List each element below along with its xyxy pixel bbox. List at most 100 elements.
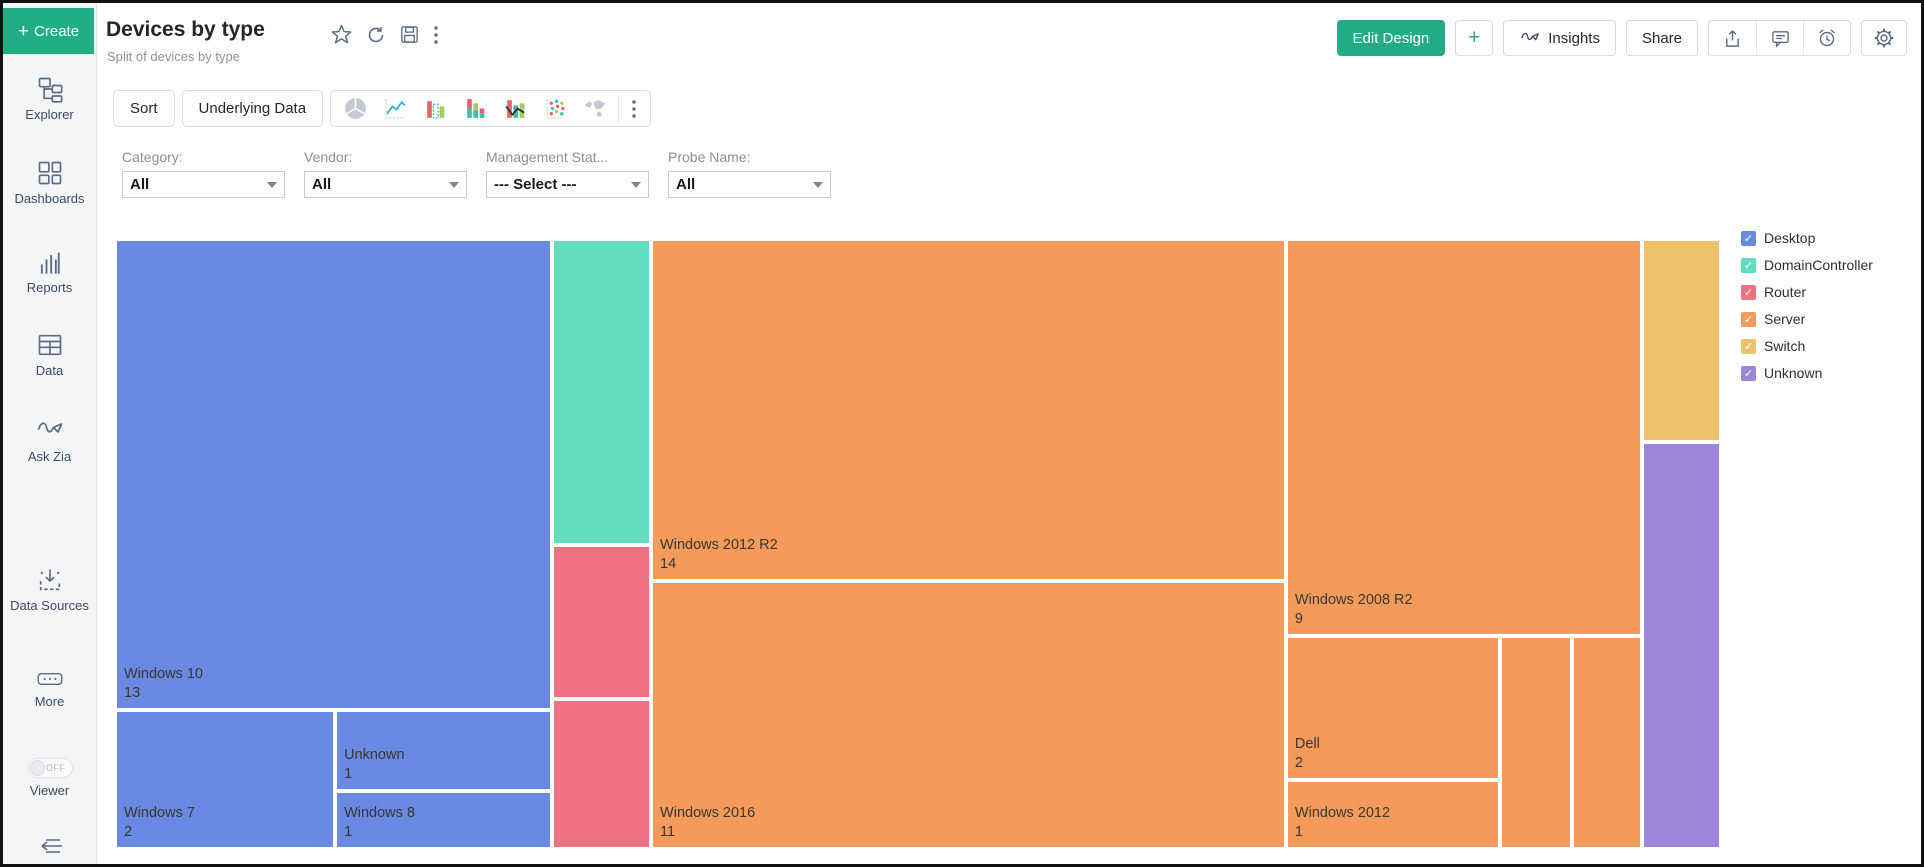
reports-icon xyxy=(40,252,60,274)
legend-label: Router xyxy=(1764,284,1807,300)
sort-button[interactable]: Sort xyxy=(113,90,175,127)
legend-item-domaincontroller[interactable]: ✓ DomainController xyxy=(1741,257,1873,273)
treemap-cell-unknown[interactable]: Unknown 1 xyxy=(336,711,551,790)
dashboards-icon xyxy=(38,161,61,185)
filter-label: Probe Name: xyxy=(668,149,751,165)
treemap-cell-server[interactable] xyxy=(1501,637,1571,848)
title-actions xyxy=(331,24,439,45)
treemap-cell-windows-2016[interactable]: Windows 2016 11 xyxy=(652,582,1285,848)
toggle-state-label: OFF xyxy=(46,763,66,773)
comment-icon[interactable] xyxy=(1756,21,1803,55)
chevron-down-icon xyxy=(813,181,823,188)
treemap-cell-switch[interactable] xyxy=(1643,240,1720,441)
vendor-select[interactable]: All xyxy=(304,171,467,198)
export-icon[interactable] xyxy=(1709,21,1756,55)
treemap-cell-domaincontroller[interactable] xyxy=(552,240,650,544)
data-icon xyxy=(38,334,61,356)
legend-checkbox: ✓ xyxy=(1741,284,1756,300)
plus-icon: + xyxy=(17,20,30,42)
create-label: Create xyxy=(34,22,80,40)
treemap-cell-router[interactable] xyxy=(552,700,650,848)
zia-icon xyxy=(1521,32,1540,41)
scatter-chart-icon[interactable] xyxy=(535,92,575,125)
probe-name-select[interactable]: All xyxy=(668,171,831,198)
legend-label: Desktop xyxy=(1764,230,1816,246)
more-icon xyxy=(37,672,62,686)
sidebar-item-reports[interactable]: Reports xyxy=(3,248,96,295)
viewer-toggle[interactable]: OFF xyxy=(26,758,73,778)
add-button[interactable]: + xyxy=(1455,20,1494,56)
sidebar-item-label: Ask Zia xyxy=(27,449,72,464)
sort-label: Sort xyxy=(130,100,158,117)
filter-label: Category: xyxy=(122,149,183,165)
zia-icon xyxy=(37,422,62,433)
treemap-cell-windows-2012-r2[interactable]: Windows 2012 R2 14 xyxy=(652,240,1285,580)
treemap-cell-dell[interactable]: Dell 2 xyxy=(1286,637,1499,780)
legend-item-unknown[interactable]: ✓ Unknown xyxy=(1741,365,1873,381)
filter-management-status: Management Stat... --- Select --- xyxy=(486,149,668,198)
treemap-cell-label: Unknown 1 xyxy=(344,746,405,782)
share-label: Share xyxy=(1641,29,1682,47)
treemap-cell-windows-10[interactable]: Windows 10 13 xyxy=(116,240,551,709)
legend-label: Switch xyxy=(1764,338,1806,354)
collapse-sidebar-button[interactable] xyxy=(36,835,64,862)
bar-chart-icon[interactable] xyxy=(415,92,455,125)
plus-icon: + xyxy=(1468,26,1481,49)
treemap-cell-windows-2008-r2[interactable]: Windows 2008 R2 9 xyxy=(1286,240,1641,636)
sidebar-item-label: Data xyxy=(35,363,64,378)
sidebar-item-explorer[interactable]: Explorer xyxy=(3,75,96,122)
refresh-icon[interactable] xyxy=(366,25,386,45)
toggle-knob xyxy=(28,760,45,776)
category-select[interactable]: All xyxy=(122,171,285,198)
chart-legend: ✓ Desktop ✓ DomainController ✓ Router ✓ Server ✓… xyxy=(1741,230,1873,392)
favorite-star-icon[interactable] xyxy=(331,24,352,45)
legend-item-switch[interactable]: ✓ Switch xyxy=(1741,338,1873,354)
legend-item-router[interactable]: ✓ Router xyxy=(1741,284,1873,300)
filter-value: All xyxy=(312,176,332,193)
sidebar-item-label: More xyxy=(34,694,65,709)
treemap-cell-windows-2012[interactable]: Windows 2012 1 xyxy=(1286,780,1499,848)
pie-chart-icon[interactable] xyxy=(335,92,375,125)
edit-design-button[interactable]: Edit Design xyxy=(1336,20,1446,56)
explorer-icon xyxy=(38,77,62,103)
insights-button[interactable]: Insights xyxy=(1503,20,1616,56)
create-button[interactable]: + Create xyxy=(3,8,94,54)
treemap-cell-server[interactable] xyxy=(1573,637,1642,848)
alerts-clock-icon[interactable] xyxy=(1803,21,1850,55)
share-button[interactable]: Share xyxy=(1625,20,1698,56)
sidebar-item-data[interactable]: Data xyxy=(3,331,96,378)
stacked-bar-chart-icon[interactable] xyxy=(455,92,495,125)
chart-toolbar: Sort Underlying Data xyxy=(113,90,652,127)
title-kebab-menu-icon[interactable] xyxy=(433,25,439,45)
settings-gear-icon[interactable] xyxy=(1862,21,1906,55)
chevron-down-icon xyxy=(631,181,641,188)
legend-item-server[interactable]: ✓ Server xyxy=(1741,311,1873,327)
map-chart-icon[interactable] xyxy=(575,92,615,125)
legend-item-desktop[interactable]: ✓ Desktop xyxy=(1741,230,1873,246)
treemap-cell-unknown[interactable] xyxy=(1643,443,1720,848)
sidebar-item-ask-zia[interactable]: Ask Zia xyxy=(3,419,96,464)
save-icon[interactable] xyxy=(400,25,419,44)
sidebar-item-dashboards[interactable]: Dashboards xyxy=(3,159,96,206)
sidebar-item-label: Data Sources xyxy=(10,598,89,613)
sidebar-item-more[interactable]: More xyxy=(3,668,96,709)
separator xyxy=(618,95,620,122)
line-chart-icon[interactable] xyxy=(375,92,415,125)
legend-label: Server xyxy=(1764,311,1806,327)
legend-checkbox: ✓ xyxy=(1741,365,1756,381)
combo-chart-icon[interactable] xyxy=(495,92,535,125)
legend-checkbox: ✓ xyxy=(1741,338,1756,354)
collapse-arrow-icon xyxy=(41,839,62,853)
legend-checkbox: ✓ xyxy=(1741,230,1756,246)
underlying-data-button[interactable]: Underlying Data xyxy=(181,90,324,127)
sidebar-item-data-sources[interactable]: Data Sources xyxy=(3,566,96,613)
toolbar-kebab-menu-icon[interactable] xyxy=(622,92,646,125)
management-status-select[interactable]: --- Select --- xyxy=(486,171,649,198)
filter-label: Vendor: xyxy=(304,149,353,165)
treemap-cell-router[interactable] xyxy=(552,546,650,698)
